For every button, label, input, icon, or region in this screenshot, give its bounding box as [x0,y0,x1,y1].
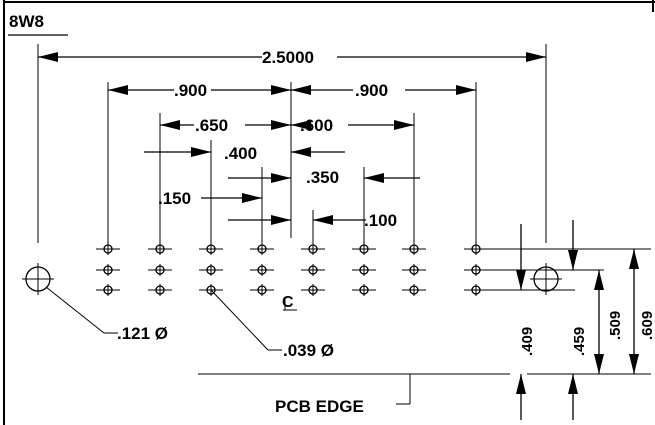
extension-lines [37,44,547,243]
pin-hole-grid [96,243,488,296]
pin-hole [199,243,223,255]
dim-outer-right-pitch-label: .900 [355,81,388,100]
pin-hole [402,243,426,255]
dim-row-409-label: .409 [519,327,536,356]
pin-hole [301,243,325,255]
pin-hole [250,284,274,296]
pin-hole-dia-label: .039 Ø [283,341,334,360]
pcb-edge-label: PCB EDGE [275,397,364,416]
pin-hole [148,243,172,255]
pin-hole [199,264,223,276]
pin-hole [96,284,120,296]
dim-row-609: .609 [629,249,655,374]
dim-row-409: .409 [516,224,536,420]
pin-hole [250,243,274,255]
dim-left-150-label: .150 [158,189,191,208]
pin-hole [402,264,426,276]
pin-hole [96,264,120,276]
dim-overall-width: 2.5000 [38,48,546,67]
pin-hole [464,264,488,276]
dim-row-509-label: .509 [607,311,624,340]
pin-hole [352,243,376,255]
dim-left-650-label: .650 [195,116,228,135]
dim-left-150: .150 [158,189,262,208]
svg-text:C: C [282,294,294,311]
dim-left-400-label: .400 [224,144,257,163]
dim-right-350: .350 [228,168,420,187]
mount-hole-dia-label: .121 Ø [117,324,168,343]
dim-overall-width-label: 2.5000 [262,48,314,67]
dim-row-609-label: .609 [639,311,655,340]
dim-right-100-label: .100 [364,211,397,230]
dim-row-459: .459 [568,220,588,420]
pin-hole [301,284,325,296]
mount-hole-left [22,263,54,295]
dim-outer-right-pitch: .900 [291,81,476,100]
pin-hole [96,243,120,255]
pin-hole [352,264,376,276]
dim-outer-left-pitch-label: .900 [174,81,207,100]
pin-hole [464,284,488,296]
dim-row-509: .509 [594,270,624,374]
pin-hole [301,264,325,276]
pin-hole [148,264,172,276]
pin-hole [402,284,426,296]
drawing-title: 8W8 [9,12,44,31]
pcb-edge: PCB EDGE [198,373,651,416]
dim-right-100: .100 [228,211,397,230]
dim-right-600-label: .600 [300,116,333,135]
pin-hole [148,284,172,296]
pin-hole [250,264,274,276]
pin-hole [352,284,376,296]
drawing-frame [3,0,655,425]
dim-right-600: .600 [291,116,414,135]
dim-left-400: .400 [144,144,345,163]
dim-outer-left-pitch: .900 [108,81,291,100]
centerline: C [282,82,297,311]
dim-left-650: .650 [160,116,291,135]
dim-right-350-label: .350 [306,168,339,187]
leader-pin-hole-dia: .039 Ø [210,289,334,360]
leader-mount-hole-dia: .121 Ø [45,286,168,343]
pin-hole [464,243,488,255]
dim-row-459-label: .459 [571,327,588,356]
row-reference-lines [487,248,651,291]
